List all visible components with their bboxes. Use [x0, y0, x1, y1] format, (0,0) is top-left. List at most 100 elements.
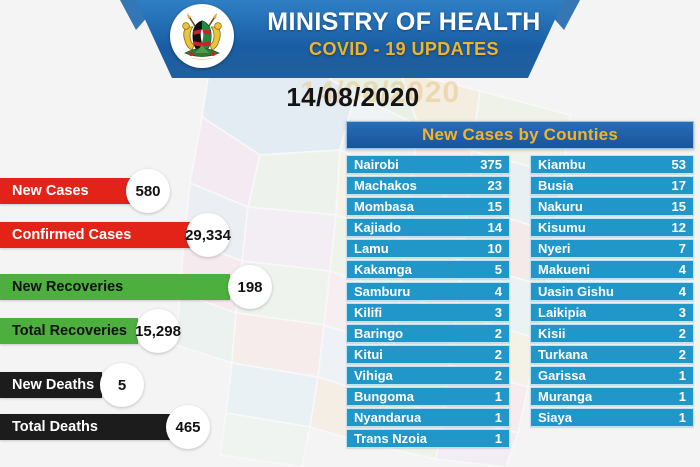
county-case-count: 53 [671, 157, 686, 172]
county-name: Turkana [538, 346, 588, 362]
county-row: Nyeri 7 [530, 239, 694, 259]
county-name: Muranga [538, 389, 593, 405]
county-row: Nakuru 15 [530, 197, 694, 217]
stat-value-bubble: 29,334 [185, 213, 231, 257]
county-case-count: 12 [671, 220, 686, 236]
county-row: Baringo 2 [346, 323, 510, 343]
stat-value-bubble: 5 [100, 363, 144, 407]
county-name: Garissa [538, 367, 586, 383]
county-row: Muranga 1 [530, 387, 694, 407]
county-name: Machakos [354, 178, 417, 194]
county-name: Nakuru [538, 199, 583, 215]
county-case-count: 2 [494, 325, 502, 341]
county-row: Laikipia 3 [530, 302, 694, 322]
covid-updates-subtitle: COVID - 19 UPDATES [309, 39, 499, 59]
county-row: Kitui 2 [346, 344, 510, 364]
county-case-count: 2 [494, 367, 502, 383]
county-case-count: 1 [678, 367, 686, 383]
county-name: Bungoma [354, 389, 414, 405]
county-row: Bungoma 1 [346, 387, 510, 407]
report-date: 14/08/2020 [286, 82, 420, 112]
county-name: Lamu [354, 241, 389, 257]
county-row: Mombasa 15 [346, 197, 510, 217]
stat-value-bubble: 580 [126, 169, 170, 213]
county-case-count: 17 [671, 178, 686, 194]
ghost-date-watermark: 14/08/2020 [300, 76, 461, 109]
county-row: Nyandarua 1 [346, 408, 510, 428]
county-case-count: 5 [494, 262, 502, 278]
county-name: Makueni [538, 262, 591, 278]
county-case-count: 7 [678, 241, 686, 257]
county-case-count: 10 [487, 241, 502, 257]
county-name: Nyandarua [354, 410, 422, 426]
county-name: Nyeri [538, 241, 571, 257]
stat-label: New Deaths [0, 372, 102, 398]
stat-label: New Cases [0, 178, 140, 204]
county-case-count: 1 [678, 410, 686, 426]
counties-column-right: Kiambu 53 Busia 17 Nakuru 15 Kisumu 12 Nyeri 7 Mak… [530, 155, 694, 429]
county-row: Makueni 4 [530, 260, 694, 280]
county-row: Kisumu 12 [530, 218, 694, 238]
stat-row: New Recoveries 198 [0, 265, 280, 309]
county-row: Siaya 1 [530, 408, 694, 428]
county-row: Trans Nzoia 1 [346, 429, 510, 449]
county-name: Uasin Gishu [538, 283, 614, 299]
county-row: Busia 17 [530, 176, 694, 196]
county-case-count: 1 [678, 389, 686, 405]
ministry-title: MINISTRY OF HEALTH [267, 8, 541, 36]
county-case-count: 1 [494, 410, 502, 426]
county-row: Machakos 23 [346, 176, 510, 196]
county-row: Garissa 1 [530, 365, 694, 385]
county-case-count: 23 [487, 178, 502, 194]
county-name: Vihiga [354, 367, 393, 383]
county-row: Kiambu 53 [530, 155, 694, 174]
county-row: Kajiado 14 [346, 218, 510, 238]
county-case-count: 1 [494, 431, 502, 447]
county-case-count: 375 [480, 157, 502, 172]
county-name: Laikipia [538, 304, 587, 320]
county-case-count: 2 [678, 346, 686, 362]
county-case-count: 1 [494, 389, 502, 405]
county-row: Kakamga 5 [346, 260, 510, 280]
stat-label: Total Deaths [0, 414, 170, 440]
county-case-count: 2 [494, 346, 502, 362]
county-case-count: 4 [678, 283, 686, 299]
county-name: Kisumu [538, 220, 586, 236]
stat-row: Total Recoveries 15,298 [0, 309, 188, 353]
county-row: Nairobi 375 [346, 155, 510, 174]
county-name: Kakamga [354, 262, 412, 278]
county-name: Busia [538, 178, 574, 194]
county-case-count: 2 [678, 325, 686, 341]
county-name: Baringo [354, 325, 404, 341]
county-case-count: 3 [494, 304, 502, 320]
county-name: Kilifi [354, 304, 383, 320]
county-case-count: 15 [487, 199, 502, 215]
county-name: Kitui [354, 346, 383, 362]
county-name: Trans Nzoia [354, 431, 427, 447]
stat-row: Total Deaths 465 [0, 405, 218, 449]
county-case-count: 4 [494, 283, 502, 299]
county-case-count: 14 [487, 220, 502, 236]
stat-value-bubble: 198 [228, 265, 272, 309]
county-case-count: 3 [678, 304, 686, 320]
stat-label: Confirmed Cases [0, 222, 196, 248]
stat-label: Total Recoveries [0, 318, 138, 344]
county-row: Kilifi 3 [346, 302, 510, 322]
county-name: Mombasa [354, 199, 414, 215]
county-row: Uasin Gishu 4 [530, 281, 694, 301]
stat-row: New Cases 580 [0, 169, 178, 213]
county-case-count: 4 [678, 262, 686, 278]
county-row: Turkana 2 [530, 344, 694, 364]
kenya-coat-of-arms-icon [170, 4, 234, 68]
county-name: Kisii [538, 325, 566, 341]
county-name: Kajiado [354, 220, 401, 236]
county-name: Siaya [538, 410, 572, 426]
stat-label: New Recoveries [0, 274, 230, 300]
header-banner-content: MINISTRY OF HEALTH COVID - 19 UPDATES [136, 0, 564, 78]
stat-row: New Deaths 5 [0, 363, 152, 407]
county-name: Nairobi [354, 157, 399, 172]
county-row: Kisii 2 [530, 323, 694, 343]
county-row: Lamu 10 [346, 239, 510, 259]
stat-value-bubble: 465 [166, 405, 210, 449]
